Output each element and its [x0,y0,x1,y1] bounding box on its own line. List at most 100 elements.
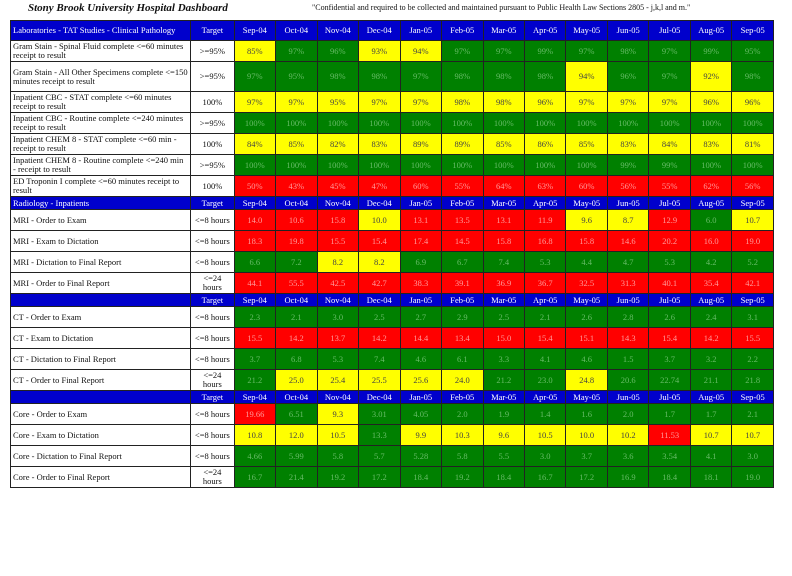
metric-value-cell: 100% [648,112,691,134]
metric-value-cell: 6.9 [399,251,443,273]
metric-value-cell: 83% [358,133,401,155]
month-header: Jan-05 [399,20,443,41]
metric-value-cell: 17.2 [358,466,401,488]
month-header: Nov-04 [316,196,360,210]
metric-value-cell: 85% [565,133,608,155]
metric-value-cell: 8.2 [358,251,401,273]
metric-value-cell: 10.0 [565,424,608,446]
metric-row: Inpatient CHEM 8 - STAT complete <=60 mi… [9,133,774,155]
metric-value-cell: 7.4 [482,251,526,273]
metric-label: ED Troponin I complete <=60 minutes rece… [9,175,192,197]
metric-value-cell: 96% [606,61,650,92]
metric-value-cell: 4.1 [689,445,733,467]
metric-value-cell: 2.0 [441,403,484,425]
metric-value-cell: 94% [399,40,443,62]
month-header: Jul-05 [648,390,691,404]
month-header: Jul-05 [648,293,691,307]
metric-value-cell: 99% [523,40,567,62]
metric-value-cell: 19.66 [233,403,277,425]
metric-value-cell: 14.2 [275,327,318,349]
metric-value-cell: 3.3 [482,348,526,370]
month-header: Dec-04 [358,293,401,307]
metric-label: Inpatient CBC - STAT complete <=60 minut… [9,91,192,113]
metric-label: Core - Exam to Dictation [9,424,192,446]
metric-value-cell: 3.6 [606,445,650,467]
metric-row: CT - Exam to Dictation <=8 hours 15.5 14.2 1… [9,327,774,349]
metric-value-cell: 44.1 [233,272,277,294]
metric-value-cell: 16.7 [523,466,567,488]
metric-value-cell: 82% [316,133,360,155]
metric-value-cell: 1.7 [689,403,733,425]
metric-value-cell: 100% [441,154,484,176]
metric-value-cell: 95% [275,61,318,92]
metric-value-cell: 97% [648,40,691,62]
metric-value-cell: 9.6 [565,209,608,231]
metric-value-cell: 3.01 [358,403,401,425]
metric-label: CT - Order to Exam [9,306,192,328]
metric-value-cell: 2.6 [565,306,608,328]
metric-value-cell: 10.6 [275,209,318,231]
metric-value-cell: 55.5 [275,272,318,294]
metric-target: >=95% [190,154,235,176]
metric-value-cell: 10.2 [606,424,650,446]
metric-label: Gram Stain - Spinal Fluid complete <=60 … [9,40,192,62]
month-header: Jun-05 [606,196,650,210]
month-header: Feb-05 [441,196,484,210]
month-header: Nov-04 [316,20,360,41]
metric-value-cell: 85% [482,133,526,155]
metric-value-cell: 21.1 [689,369,733,391]
metric-value-cell: 97% [648,91,691,113]
metric-value-cell: 18.4 [482,466,526,488]
metric-value-cell: 35.4 [689,272,733,294]
metric-value-cell: 96% [316,40,360,62]
metric-value-cell: 16.8 [523,230,567,252]
metric-value-cell: 10.7 [731,209,774,231]
metric-target: 100% [190,175,235,197]
metric-target: <=8 hours [190,230,235,252]
metric-value-cell: 1.5 [606,348,650,370]
metric-value-cell: 15.8 [482,230,526,252]
metric-value-cell: 5.8 [441,445,484,467]
metric-value-cell: 9.3 [316,403,360,425]
metric-value-cell: 95% [731,40,774,62]
month-header: Mar-05 [482,196,526,210]
metric-row: CT - Order to Final Report <=24 hours 21.2… [9,369,774,391]
metric-value-cell: 97% [358,91,401,113]
section-title: Radiology - Inpatients [9,196,192,210]
metric-value-cell: 15.0 [482,327,526,349]
metric-value-cell: 2.4 [689,306,733,328]
metric-value-cell: 38.3 [399,272,443,294]
month-header: Oct-04 [275,196,318,210]
metric-value-cell: 97% [606,91,650,113]
metric-value-cell: 100% [482,154,526,176]
metric-value-cell: 50% [233,175,277,197]
metric-value-cell: 45% [316,175,360,197]
metric-row: ED Troponin I complete <=60 minutes rece… [9,175,774,197]
metric-value-cell: 93% [358,40,401,62]
metric-value-cell: 100% [441,112,484,134]
metric-value-cell: 100% [606,112,650,134]
metric-value-cell: 14.5 [441,230,484,252]
section-header-row: Laboratories - TAT Studies - Clinical Pa… [9,20,774,41]
metric-target: <=8 hours [190,306,235,328]
metric-value-cell: 6.6 [233,251,277,273]
metric-value-cell: 10.0 [358,209,401,231]
dashboard-title: Stony Brook University Hospital Dashboar… [28,2,228,14]
metric-row: Inpatient CHEM 8 - Routine complete <=24… [9,154,774,176]
metric-value-cell: 100% [565,154,608,176]
section-header-row: Target Sep-04 Oct-04 Nov-04 Dec-04 Jan-05 Feb-… [9,293,774,307]
month-header: Mar-05 [482,293,526,307]
metric-target: <=8 hours [190,403,235,425]
metric-row: CT - Order to Exam <=8 hours 2.3 2.1 3.0 2.5 2… [9,306,774,328]
month-header: Aug-05 [689,196,733,210]
metric-label: Inpatient CHEM 8 - Routine complete <=24… [9,154,192,176]
metric-value-cell: 14.6 [606,230,650,252]
metric-value-cell: 10.5 [316,424,360,446]
metric-value-cell: 39.1 [441,272,484,294]
metric-row: Gram Stain - Spinal Fluid complete <=60 … [9,40,774,62]
metric-value-cell: 5.3 [648,251,691,273]
metric-value-cell: 7.2 [275,251,318,273]
metric-target: <=24 hours [190,466,235,488]
metric-value-cell: 16.0 [689,230,733,252]
metric-value-cell: 2.1 [523,306,567,328]
